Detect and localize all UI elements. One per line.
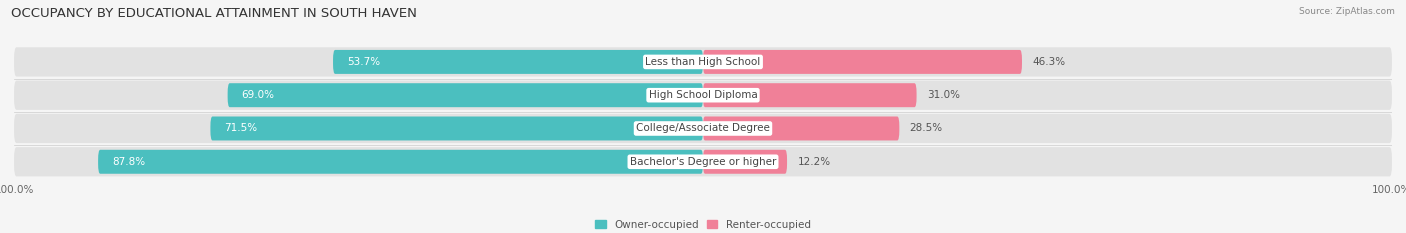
Text: 69.0%: 69.0%: [242, 90, 274, 100]
FancyBboxPatch shape: [703, 116, 900, 140]
Text: Source: ZipAtlas.com: Source: ZipAtlas.com: [1299, 7, 1395, 16]
FancyBboxPatch shape: [211, 116, 703, 140]
Text: 87.8%: 87.8%: [112, 157, 145, 167]
FancyBboxPatch shape: [14, 147, 1392, 176]
Text: 31.0%: 31.0%: [927, 90, 960, 100]
FancyBboxPatch shape: [703, 150, 787, 174]
Text: 12.2%: 12.2%: [797, 157, 831, 167]
FancyBboxPatch shape: [703, 50, 1022, 74]
FancyBboxPatch shape: [14, 47, 1392, 77]
FancyBboxPatch shape: [333, 50, 703, 74]
Text: Bachelor's Degree or higher: Bachelor's Degree or higher: [630, 157, 776, 167]
Text: High School Diploma: High School Diploma: [648, 90, 758, 100]
Text: OCCUPANCY BY EDUCATIONAL ATTAINMENT IN SOUTH HAVEN: OCCUPANCY BY EDUCATIONAL ATTAINMENT IN S…: [11, 7, 418, 20]
Text: College/Associate Degree: College/Associate Degree: [636, 123, 770, 134]
FancyBboxPatch shape: [703, 83, 917, 107]
FancyBboxPatch shape: [98, 150, 703, 174]
Text: 46.3%: 46.3%: [1032, 57, 1066, 67]
FancyBboxPatch shape: [14, 81, 1392, 110]
Text: 53.7%: 53.7%: [347, 57, 380, 67]
Text: 28.5%: 28.5%: [910, 123, 943, 134]
Text: 71.5%: 71.5%: [224, 123, 257, 134]
Text: Less than High School: Less than High School: [645, 57, 761, 67]
Legend: Owner-occupied, Renter-occupied: Owner-occupied, Renter-occupied: [595, 220, 811, 230]
FancyBboxPatch shape: [228, 83, 703, 107]
FancyBboxPatch shape: [14, 114, 1392, 143]
